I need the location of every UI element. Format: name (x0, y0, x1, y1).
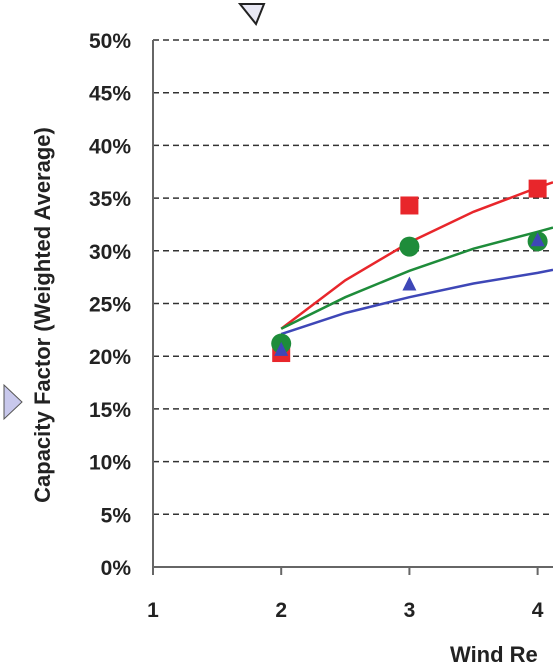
square-point (400, 196, 419, 215)
y-tick-label: 10% (89, 452, 131, 475)
top-arrow-fragment (237, 3, 266, 26)
x-tick-label: 3 (404, 599, 416, 622)
y-tick-label: 40% (89, 135, 131, 158)
square-point (528, 179, 547, 198)
axes (152, 40, 553, 575)
triangle-point (530, 232, 545, 247)
left-arrow-fragment (3, 383, 23, 421)
trend-line-circle (280, 226, 553, 330)
triangle-point (402, 276, 417, 291)
x-tick-label: 4 (532, 599, 544, 622)
y-tick-label: 45% (89, 83, 131, 106)
y-tick-labels: 0% 5% 10% 15% 20% 25% 30% 35% 40% 45% 50% (89, 30, 131, 580)
x-tick-labels: 1 2 3 4 (147, 599, 544, 622)
y-tick-label: 5% (101, 504, 132, 527)
x-axis-title: Wind Re (450, 642, 538, 667)
gridlines (153, 39, 553, 516)
y-tick-label: 50% (89, 30, 131, 53)
triangle-point (274, 341, 289, 356)
y-tick-label: 25% (89, 294, 131, 317)
y-tick-label: 0% (101, 557, 132, 580)
y-axis-title: Capacity Factor (Weighted Average) (30, 127, 55, 503)
y-tick-label: 15% (89, 399, 131, 422)
y-tick-label: 35% (89, 188, 131, 211)
trend-line-triangle (280, 268, 553, 336)
x-tick-label: 2 (275, 599, 287, 622)
decorations (3, 3, 266, 421)
data-points (271, 179, 548, 363)
circle-point (399, 236, 420, 257)
y-tick-label: 20% (89, 346, 131, 369)
y-tick-label: 30% (89, 241, 131, 264)
x-tick-label: 1 (147, 599, 159, 622)
